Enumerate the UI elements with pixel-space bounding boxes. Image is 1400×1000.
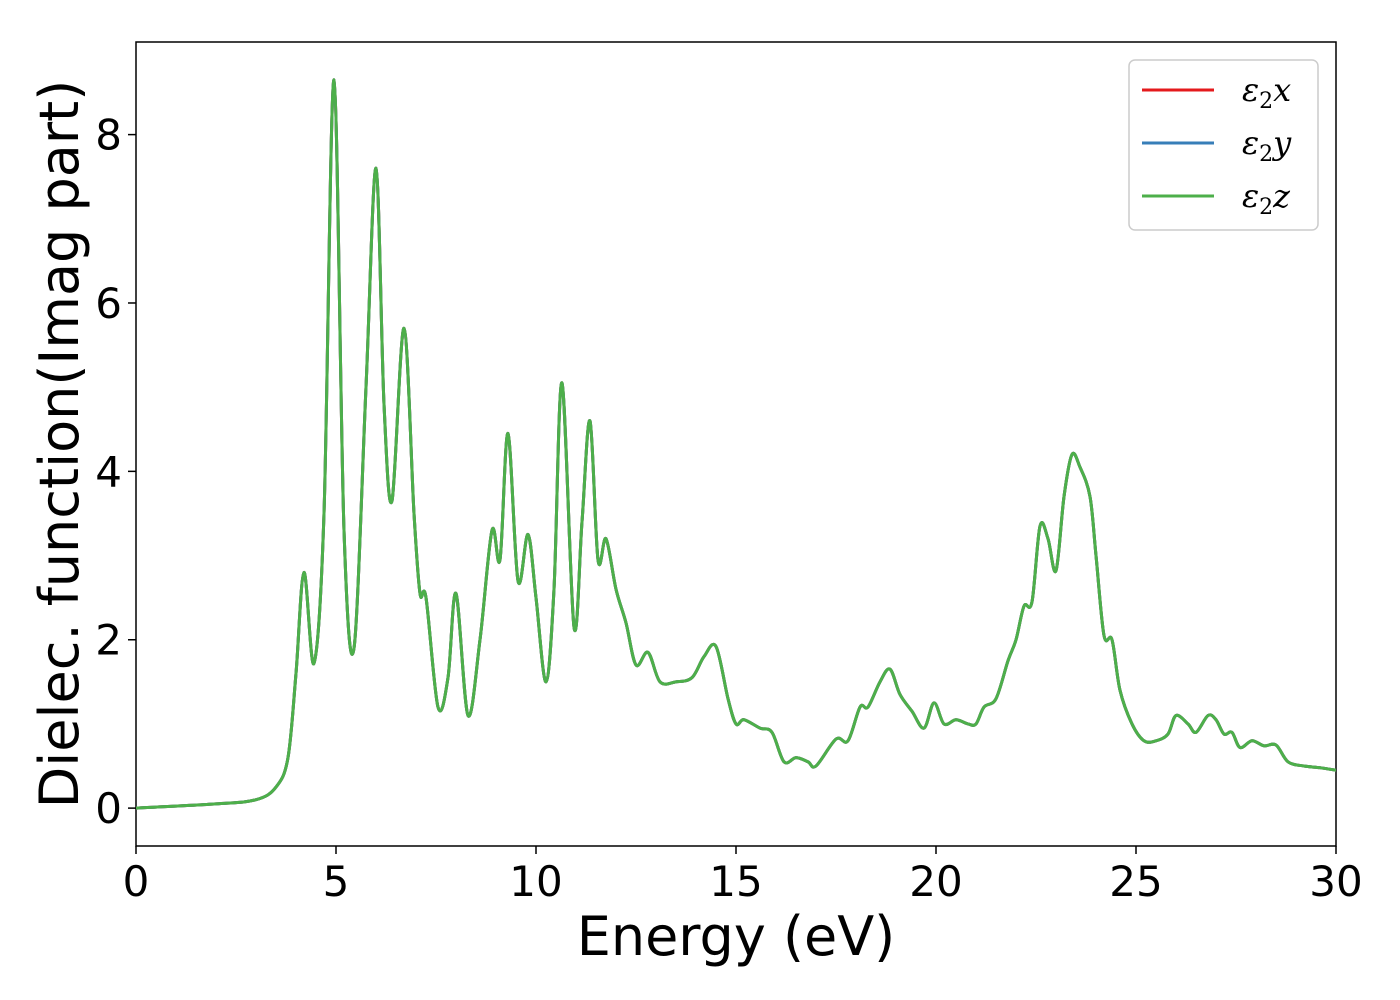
legend-box: [1128, 59, 1319, 231]
y-axis-title: Dielec. function(Imag part): [28, 80, 91, 809]
y-tick-label: 8: [95, 111, 122, 160]
legend-label: ε2z: [1242, 177, 1291, 220]
x-tick-label: 0: [123, 857, 150, 906]
x-tick-label: 15: [709, 857, 762, 906]
x-tick-label: 25: [1109, 857, 1162, 906]
x-axis-ticks: 0 5 10 15 20 25 30: [123, 846, 1363, 906]
x-tick-label: 5: [323, 857, 350, 906]
legend-label: ε2x: [1242, 71, 1291, 114]
y-tick-label: 4: [95, 447, 122, 496]
legend: ε2x ε2y ε2z: [1128, 59, 1319, 231]
series-layer: [136, 78, 1336, 810]
y-axis-ticks: 0 2 4 6 8: [95, 111, 136, 833]
y-tick-label: 0: [95, 784, 122, 833]
x-axis-title: Energy (eV): [577, 905, 896, 968]
x-tick-label: 20: [909, 857, 962, 906]
x-tick-label: 30: [1309, 857, 1362, 906]
y-tick-label: 6: [95, 279, 122, 328]
series-line-z: [136, 78, 1336, 810]
y-tick-label: 2: [95, 616, 122, 665]
legend-label: ε2y: [1242, 124, 1292, 167]
x-tick-label: 10: [509, 857, 562, 906]
